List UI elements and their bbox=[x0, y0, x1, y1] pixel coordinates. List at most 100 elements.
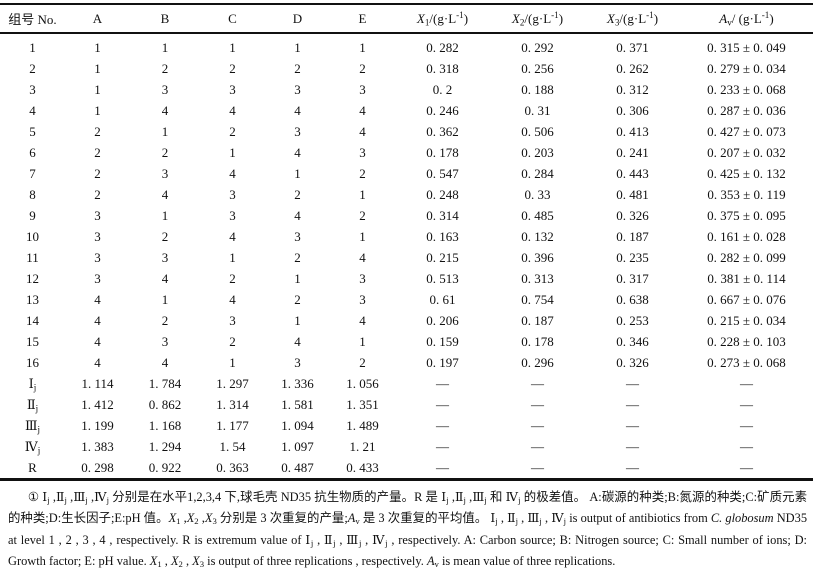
table-cell: — bbox=[740, 417, 753, 433]
col-header-group-no: 组号 No. bbox=[0, 4, 65, 34]
table-cell: 3 bbox=[294, 228, 301, 244]
table-cell: 1 bbox=[161, 207, 169, 223]
table-cell: 3 bbox=[94, 249, 101, 265]
table-cell: 0. 235 bbox=[616, 249, 649, 265]
row-number: 2 bbox=[29, 60, 36, 76]
col-header-x2: X2/(g·L-1) bbox=[490, 4, 585, 34]
table-cell: 1. 784 bbox=[148, 375, 182, 391]
table-cell: 2 bbox=[359, 207, 366, 223]
table-cell: 0. 513 bbox=[426, 270, 459, 286]
table-cell: 1 bbox=[229, 354, 236, 370]
table-cell: 1 bbox=[229, 249, 236, 265]
table-cell: 0. 396 bbox=[521, 249, 554, 265]
table-cell: 1. 168 bbox=[148, 417, 182, 433]
row-number: 3 bbox=[29, 81, 36, 97]
table-cell: 1. 294 bbox=[148, 438, 182, 454]
table-cell: 0. 215 ± 0. 034 bbox=[707, 312, 786, 328]
row-number: 8 bbox=[29, 186, 36, 202]
table-cell: 1. 297 bbox=[216, 375, 249, 391]
table-cell: 0. 248 bbox=[426, 186, 459, 202]
table-cell: 4 bbox=[161, 102, 169, 118]
table-cell: 0. 312 bbox=[616, 81, 649, 97]
table-cell: 0. 296 bbox=[521, 354, 554, 370]
table-cell: 0. 487 bbox=[281, 459, 314, 475]
table-cell: 2 bbox=[94, 123, 101, 139]
table-row: 11 3 3 1 2 4 0. 215 0. 396 0. 235 0. 282 ± 0. 099 bbox=[0, 247, 813, 268]
table-cell: 0. 318 bbox=[426, 60, 459, 76]
table-row: 3 1 3 3 3 3 0. 2 0. 188 0. 312 0. 233 ± 0. 068 bbox=[0, 79, 813, 100]
orthogonal-experiment-table: 组号 No. A B C D E X1/(g·L-1) X2/(g·L-1) X… bbox=[0, 3, 813, 481]
table-cell: 3 bbox=[359, 270, 366, 286]
table-cell: 0. 33 bbox=[524, 186, 551, 202]
table-cell: 4 bbox=[294, 207, 301, 223]
table-cell: 1. 351 bbox=[346, 396, 379, 412]
table-cell: 3 bbox=[294, 354, 301, 370]
table-cell: 0. 292 bbox=[521, 39, 554, 55]
table-cell: 1 bbox=[294, 165, 301, 181]
row-number: 7 bbox=[29, 165, 36, 181]
table-cell: 4 bbox=[294, 102, 301, 118]
table-cell: — bbox=[626, 375, 639, 391]
table-cell: 2 bbox=[161, 144, 169, 160]
col-header-x1: X1/(g·L-1) bbox=[395, 4, 490, 34]
table-cell: 0. 371 bbox=[616, 39, 649, 55]
table-cell: 3 bbox=[161, 165, 169, 181]
summary-row: Ⅱj 1. 412 0. 862 1. 314 1. 581 1. 351 — — — — bbox=[0, 394, 813, 415]
table-cell: 1 bbox=[359, 228, 366, 244]
table-cell: 0. 413 bbox=[616, 123, 649, 139]
table-cell: — bbox=[436, 438, 449, 454]
table-cell: 2 bbox=[229, 60, 236, 76]
table-cell: 0. 298 bbox=[81, 459, 114, 475]
table-cell: 1 bbox=[359, 333, 366, 349]
table-cell: — bbox=[626, 459, 639, 475]
table-cell: 1 bbox=[229, 144, 236, 160]
table-row: 16 4 4 1 3 2 0. 197 0. 296 0. 326 0. 273 ± 0. 068 bbox=[0, 352, 813, 373]
table-cell: — bbox=[436, 375, 449, 391]
table-cell: — bbox=[626, 417, 639, 433]
table-row: 14 4 2 3 1 4 0. 206 0. 187 0. 253 0. 215 ± 0. 034 bbox=[0, 310, 813, 331]
table-cell: 0. 31 bbox=[524, 102, 551, 118]
table-cell: 4 bbox=[94, 291, 101, 307]
col-header-e: E bbox=[330, 4, 395, 34]
table-cell: 0. 667 ± 0. 076 bbox=[707, 291, 786, 307]
table-cell: 4 bbox=[161, 270, 169, 286]
table-cell: 1 bbox=[294, 39, 301, 55]
row-number: 6 bbox=[29, 144, 36, 160]
table-cell: — bbox=[740, 375, 753, 391]
table-cell: 0. 262 bbox=[616, 60, 649, 76]
table-cell: 4 bbox=[294, 144, 301, 160]
table-cell: 1 bbox=[161, 123, 169, 139]
table-cell: 2 bbox=[161, 312, 169, 328]
table-cell: 0. 241 bbox=[616, 144, 649, 160]
table-header-row: 组号 No. A B C D E X1/(g·L-1) X2/(g·L-1) X… bbox=[0, 4, 813, 34]
table-cell: 3 bbox=[94, 228, 101, 244]
table-cell: 3 bbox=[359, 81, 366, 97]
table-cell: 2 bbox=[94, 165, 101, 181]
table-cell: 2 bbox=[294, 249, 301, 265]
table-cell: 2 bbox=[359, 60, 366, 76]
table-cell: 4 bbox=[94, 312, 101, 328]
table-cell: 0. 326 bbox=[616, 207, 649, 223]
table-cell: — bbox=[740, 438, 753, 454]
table-cell: 0. 443 bbox=[616, 165, 649, 181]
table-cell: 3 bbox=[94, 207, 101, 223]
table-cell: 4 bbox=[229, 291, 236, 307]
table-cell: 0. 273 ± 0. 068 bbox=[707, 354, 786, 370]
table-cell: — bbox=[531, 396, 544, 412]
table-cell: 1 bbox=[229, 39, 236, 55]
table-cell: 0. 203 bbox=[521, 144, 554, 160]
table-row: 9 3 1 3 4 2 0. 314 0. 485 0. 326 0. 375 ± 0. 095 bbox=[0, 205, 813, 226]
table-cell: 1. 336 bbox=[281, 375, 314, 391]
row-number: 9 bbox=[29, 207, 36, 223]
table-cell: 0. 425 ± 0. 132 bbox=[707, 165, 786, 181]
table-cell: 2 bbox=[94, 186, 101, 202]
table-cell: 1. 094 bbox=[281, 417, 314, 433]
row-number: 15 bbox=[26, 333, 39, 349]
row-number: 13 bbox=[26, 291, 39, 307]
table-cell: 2 bbox=[359, 165, 366, 181]
table-cell: 1 bbox=[359, 39, 366, 55]
table-cell: 0. 246 bbox=[426, 102, 459, 118]
table-cell: — bbox=[436, 459, 449, 475]
row-number: 4 bbox=[29, 102, 36, 118]
